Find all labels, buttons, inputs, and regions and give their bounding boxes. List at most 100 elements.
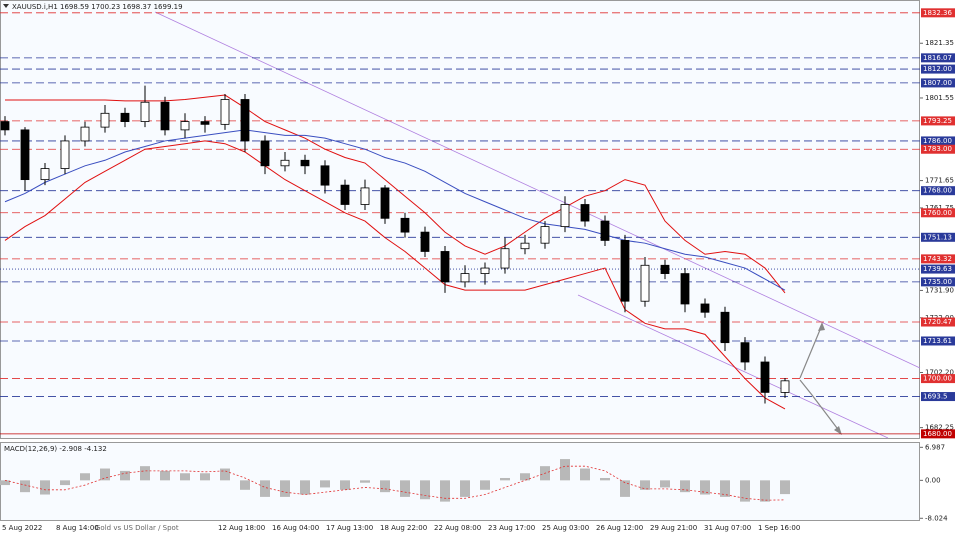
candle-body: [220, 99, 230, 125]
macd-label: MACD(12,26,9): [4, 445, 57, 453]
candle-body: [300, 159, 310, 167]
y-tick-label: 1771.65: [925, 177, 954, 185]
y-tick-label: 1801.55: [925, 94, 954, 102]
ohlc-close: 1699.19: [154, 3, 183, 11]
indicator-line: [4, 140, 786, 410]
level-label: 1783.00: [923, 145, 952, 153]
candle-body: [500, 248, 510, 269]
level-label-box: [921, 429, 955, 439]
macd-bar: [660, 480, 670, 488]
ohlc-open: 1698.59: [60, 3, 89, 11]
candle-body: [780, 380, 790, 393]
level-label: 1680.00: [923, 430, 952, 438]
candle-body: [580, 204, 590, 222]
candle-body: [120, 112, 130, 122]
level-label: 1713.61: [923, 337, 952, 345]
y-tick-label: 1731.90: [925, 286, 954, 294]
signal-value: -4.132: [84, 445, 107, 453]
x-tick-label: 31 Aug 07:00: [704, 524, 751, 532]
x-tick-label: 22 Aug 08:00: [434, 524, 481, 532]
candle-body: [740, 342, 750, 363]
indicator-line: [4, 129, 786, 291]
macd-bar: [320, 480, 330, 488]
level-label-box: [921, 144, 955, 154]
candle-body: [400, 217, 410, 233]
level-label: 1720.47: [923, 318, 952, 326]
level-label-box: [921, 254, 955, 264]
candle-body: [260, 140, 270, 167]
macd-bar: [560, 459, 570, 481]
macd-bar: [80, 473, 90, 481]
candle-body: [340, 184, 350, 205]
y-tick-label: 6.987: [925, 443, 945, 451]
x-tick-label: 16 Aug 04:00: [272, 524, 319, 532]
level-label: 1793.25: [923, 117, 952, 125]
level-label-box: [921, 116, 955, 126]
candle-body: [140, 101, 150, 122]
candle-body: [560, 204, 570, 227]
macd-bar: [680, 480, 690, 493]
forecast-arrow: [799, 324, 823, 379]
candle-body: [440, 251, 450, 283]
macd-bar: [480, 480, 490, 490]
macd-bar: [580, 468, 590, 481]
channel-line: [154, 11, 921, 369]
level-label: 1693.5: [923, 393, 948, 401]
x-tick-label: 25 Aug 03:00: [542, 524, 589, 532]
candle-body: [180, 121, 190, 131]
ohlc-low: 1698.37: [122, 3, 151, 11]
candle-body: [60, 140, 70, 169]
macd-bar: [120, 470, 130, 481]
macd-bar: [640, 480, 650, 490]
forecast-arrow: [799, 379, 841, 433]
level-label: 1768.00: [923, 187, 952, 195]
channel-line: [577, 294, 889, 439]
y-tick-label: 1682.25: [925, 424, 954, 432]
symbol: XAUUSD.i,H1: [12, 3, 58, 11]
level-label-box: [921, 317, 955, 327]
level-label-box: [921, 53, 955, 63]
macd-bar: [60, 480, 70, 486]
macd-bar: [180, 473, 190, 481]
candle-body: [280, 159, 290, 167]
level-label-box: [921, 264, 955, 274]
level-label-box: [921, 374, 955, 384]
macd-bar: [300, 480, 310, 495]
level-label-box: [921, 8, 955, 18]
x-tick-label: 17 Aug 13:00: [326, 524, 373, 532]
macd-bar: [780, 480, 790, 495]
level-label: 1751.13: [923, 233, 952, 241]
candle-body: [100, 112, 110, 128]
level-label: 1812.00: [923, 65, 952, 73]
macd-bar: [220, 468, 230, 481]
macd-bar: [340, 480, 350, 490]
macd-bar: [500, 477, 510, 481]
candle-body: [420, 231, 430, 252]
watermark: Gold vs US Dollar / Spot: [95, 524, 179, 532]
y-tick-label: 1761.75: [925, 204, 954, 212]
macd-bar: [200, 473, 210, 481]
x-tick-label: 1 Sep 16:00: [758, 524, 800, 532]
macd-bar: [520, 473, 530, 481]
candle-body: [620, 240, 630, 302]
x-tick-label: 23 Aug 17:00: [488, 524, 535, 532]
candle-body: [380, 187, 390, 219]
macd-bar: [280, 480, 290, 497]
x-tick-label: 26 Aug 12:00: [596, 524, 643, 532]
candle-body: [360, 187, 370, 205]
macd-bar: [700, 480, 710, 495]
level-label-box: [921, 64, 955, 74]
candle-body: [200, 121, 210, 125]
level-label: 1735.00: [923, 278, 952, 286]
menu-icon[interactable]: [3, 4, 9, 8]
candle-body: [20, 129, 30, 181]
macd-bar: [740, 480, 750, 502]
level-label: 1760.00: [923, 209, 952, 217]
macd-bar: [720, 480, 730, 497]
x-tick-label: 18 Aug 22:00: [380, 524, 427, 532]
arrow-head: [834, 426, 842, 435]
y-tick-label: 1702.20: [925, 369, 954, 377]
candle-body: [600, 220, 610, 241]
level-label-box: [921, 277, 955, 287]
